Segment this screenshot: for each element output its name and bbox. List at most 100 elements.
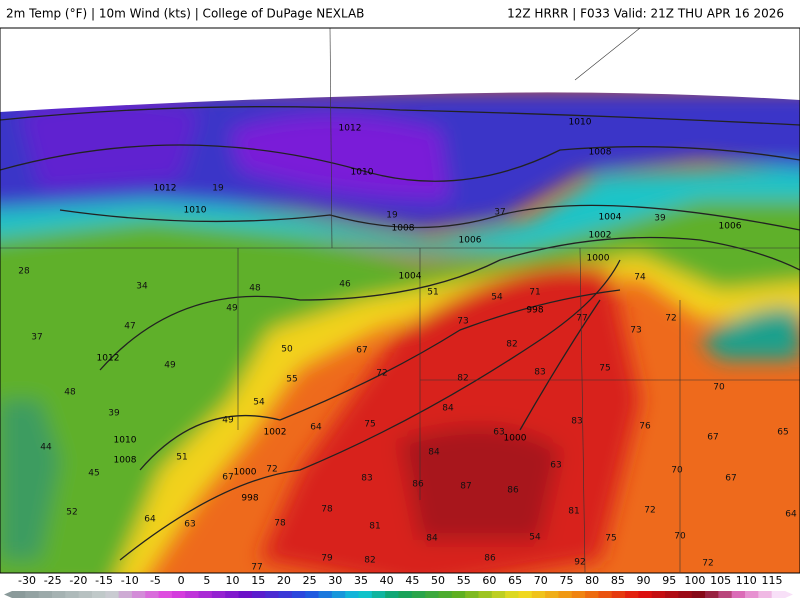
- colorbar-swatch: [12, 591, 26, 598]
- temperature-label: 77: [251, 563, 262, 573]
- temperature-label: 84: [442, 404, 454, 414]
- temperature-label: 37: [494, 208, 505, 218]
- colorbar-label: 65: [508, 574, 522, 587]
- colorbar-label: 5: [203, 574, 210, 587]
- temperature-label: 28: [18, 267, 30, 277]
- temperature-label: 19: [212, 184, 224, 194]
- colorbar-arrow: [4, 591, 12, 598]
- colorbar-swatch: [398, 591, 413, 598]
- colorbar-swatch: [571, 591, 586, 598]
- temperature-label: 65: [777, 428, 788, 438]
- colorbar-arrow: [785, 591, 793, 598]
- isobar-label: 1010: [184, 206, 207, 216]
- colorbar-label: 100: [684, 574, 705, 587]
- header-right: 12Z HRRR | F033 Valid: 21Z THU APR 16 20…: [507, 7, 784, 21]
- temperature-label: 54: [529, 533, 541, 543]
- temperature-label: 75: [599, 364, 610, 374]
- isobar-label: 1002: [589, 231, 612, 241]
- colorbar-swatch: [425, 591, 439, 598]
- temperature-label: 46: [339, 280, 351, 290]
- colorbar-label: 75: [559, 574, 573, 587]
- colorbar-label: 60: [482, 574, 496, 587]
- colorbar-label: 30: [328, 574, 342, 587]
- temperature-label: 50: [281, 345, 293, 355]
- colorbar-label: 70: [534, 574, 548, 587]
- colorbar-swatch: [25, 591, 40, 598]
- temperature-label: 70: [674, 532, 686, 542]
- temperature-label: 72: [266, 465, 277, 475]
- colorbar-swatch: [225, 591, 240, 598]
- temperature-label: 45: [88, 469, 99, 479]
- colorbar-swatch: [691, 591, 706, 598]
- colorbar-label: 80: [585, 574, 599, 587]
- colorbar-swatch: [665, 591, 679, 598]
- colorbar-swatch: [158, 591, 173, 598]
- colorbar-swatch: [198, 591, 213, 598]
- colorbar-label: 35: [354, 574, 368, 587]
- colorbar-swatch: [611, 591, 626, 598]
- temperature-label: 37: [31, 333, 42, 343]
- colorbar-label: -25: [44, 574, 62, 587]
- colorbar-label: -15: [95, 574, 113, 587]
- isobar-label: 1010: [569, 118, 592, 128]
- temperature-label: 64: [144, 515, 156, 525]
- temperature-label: 76: [639, 422, 651, 432]
- temperature-label: 63: [550, 461, 561, 471]
- temperature-label: 81: [568, 507, 579, 517]
- temperature-label: 72: [376, 369, 387, 379]
- colorbar-label: -10: [121, 574, 139, 587]
- colorbar-swatch: [531, 591, 546, 598]
- colorbar-swatch: [705, 591, 719, 598]
- colorbar-swatch: [758, 591, 773, 598]
- colorbar-swatch: [211, 591, 226, 598]
- temperature-label: 67: [725, 474, 736, 484]
- colorbar-swatch: [518, 591, 533, 598]
- colorbar-swatch: [345, 591, 360, 598]
- temperature-label: 44: [40, 443, 52, 453]
- temperature-label: 75: [605, 534, 616, 544]
- colorbar-swatch: [558, 591, 573, 598]
- colorbar-swatch: [145, 591, 160, 598]
- isobar-label: 1012: [97, 354, 120, 364]
- temperature-label: 49: [222, 416, 234, 426]
- isobar-label: 1004: [599, 213, 622, 223]
- temperature-label: 78: [321, 505, 333, 515]
- colorbar-swatch: [185, 591, 200, 598]
- temperature-label: 83: [571, 417, 582, 427]
- colorbar-swatch: [385, 591, 399, 598]
- colorbar-swatch: [438, 591, 453, 598]
- temperature-label: 54: [253, 398, 265, 408]
- colorbar-label: 20: [277, 574, 291, 587]
- isobar-label: 1004: [399, 272, 422, 282]
- colorbar-swatch: [651, 591, 666, 598]
- colorbar-label: 10: [226, 574, 240, 587]
- isobar-label: 998: [526, 306, 543, 316]
- colorbar-label: 15: [251, 574, 265, 587]
- colorbar-swatch: [51, 591, 66, 598]
- colorbar-swatch: [545, 591, 559, 598]
- temperature-label: 79: [321, 554, 333, 564]
- colorbar-swatch: [78, 591, 93, 598]
- temperature-label: 74: [634, 273, 646, 283]
- temperature-label: 70: [671, 466, 683, 476]
- temperature-label: 49: [164, 361, 176, 371]
- isobar-label: 998: [241, 494, 258, 504]
- temperature-label: 82: [457, 374, 468, 384]
- temperature-label: 72: [702, 559, 713, 569]
- colorbar-label: 110: [736, 574, 757, 587]
- isobar-label: 1008: [114, 456, 137, 466]
- colorbar-swatch: [358, 591, 373, 598]
- colorbar-swatch: [118, 591, 133, 598]
- temperature-label: 83: [361, 474, 372, 484]
- temperature-label: 86: [412, 480, 424, 490]
- colorbar-swatch: [265, 591, 280, 598]
- temperature-label: 67: [707, 433, 718, 443]
- isobar-label: 1008: [589, 148, 612, 158]
- isobar-label: 1010: [114, 436, 137, 446]
- temperature-label: 86: [484, 554, 496, 564]
- colorbar-swatch: [305, 591, 320, 598]
- temperature-label: 70: [713, 383, 725, 393]
- temperature-label: 64: [785, 510, 797, 520]
- colorbar-swatch: [585, 591, 599, 598]
